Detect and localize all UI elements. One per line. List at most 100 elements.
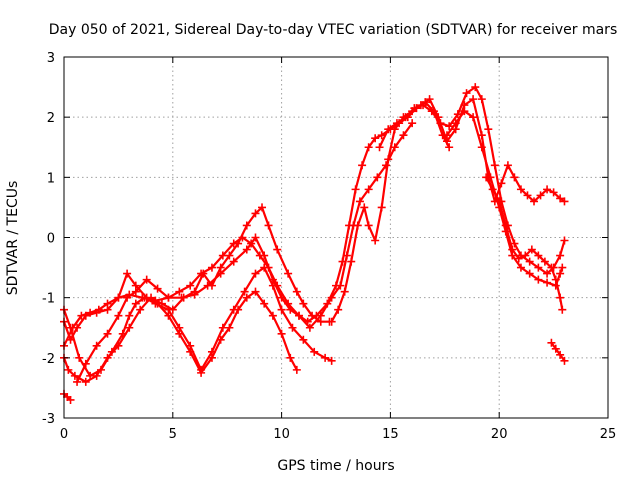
data-point <box>292 365 301 374</box>
data-point <box>551 275 560 284</box>
data-point <box>157 299 166 308</box>
data-point <box>103 329 112 338</box>
series-track-4 <box>73 119 417 386</box>
data-point <box>197 368 206 377</box>
data-point <box>338 257 347 266</box>
data-point <box>375 143 384 152</box>
data-point <box>277 329 286 338</box>
data-point <box>345 221 354 230</box>
data-point <box>419 101 428 110</box>
data-point <box>142 275 151 284</box>
grid-lines <box>64 57 608 418</box>
data-point <box>203 281 212 290</box>
data-point <box>77 311 86 320</box>
data-point <box>277 293 286 302</box>
data-point <box>260 299 269 308</box>
data-point <box>73 377 82 386</box>
data-point <box>321 353 330 362</box>
x-axis-label: GPS time / hours <box>277 458 394 474</box>
y-tick-label: 2 <box>47 111 55 126</box>
data-point <box>534 263 543 272</box>
data-point <box>288 323 297 332</box>
data-point <box>251 209 260 218</box>
data-point <box>534 251 543 260</box>
data-point <box>68 323 77 332</box>
data-point <box>242 293 251 302</box>
data-point <box>525 269 534 278</box>
series-line <box>330 98 566 323</box>
data-point <box>436 119 445 128</box>
data-point <box>501 221 510 230</box>
x-tick-label: 10 <box>273 427 290 442</box>
data-point <box>218 251 227 260</box>
data-point <box>355 197 364 206</box>
data-point <box>543 269 552 278</box>
data-point <box>523 191 532 200</box>
data-point <box>495 197 504 206</box>
data-point <box>299 335 308 344</box>
series-line <box>378 86 566 275</box>
chart-title: Day 050 of 2021, Sidereal Day-to-day VTE… <box>49 22 617 38</box>
axis-ticks: 0 5 10 15 20 25 -3 -2 -1 0 1 2 3 <box>42 51 616 442</box>
data-point <box>207 353 216 362</box>
data-point <box>469 113 478 122</box>
data-point <box>81 359 90 368</box>
data-point <box>510 173 519 182</box>
data-point <box>425 95 434 104</box>
data-point <box>305 323 314 332</box>
x-tick-label: 0 <box>60 427 68 442</box>
data-point <box>234 305 243 314</box>
data-point <box>371 134 380 143</box>
data-point <box>151 296 160 305</box>
data-point <box>364 143 373 152</box>
data-point <box>477 95 486 104</box>
data-point <box>238 233 247 242</box>
data-point <box>334 305 343 314</box>
data-point <box>207 263 216 272</box>
data-point <box>64 365 73 374</box>
data-point <box>540 257 549 266</box>
data-point <box>560 356 569 365</box>
data-point <box>327 317 336 326</box>
data-point <box>284 269 293 278</box>
data-point <box>521 251 530 260</box>
data-point <box>251 233 260 242</box>
data-point <box>186 347 195 356</box>
data-point <box>229 239 238 248</box>
data-point <box>225 323 234 332</box>
data-point <box>286 305 295 314</box>
data-point <box>484 125 493 134</box>
data-point <box>353 221 362 230</box>
data-point <box>556 194 565 203</box>
data-point <box>543 278 552 287</box>
series-track-8 <box>442 107 567 290</box>
data-point <box>547 263 556 272</box>
data-point <box>197 269 206 278</box>
data-point <box>136 305 145 314</box>
y-tick-label: -1 <box>42 292 55 307</box>
data-point <box>70 371 79 380</box>
y-tick-label: 1 <box>47 171 55 186</box>
data-point <box>530 197 539 206</box>
data-point <box>75 353 84 362</box>
data-point <box>549 188 558 197</box>
data-point <box>86 308 95 317</box>
data-point <box>92 371 101 380</box>
data-point <box>114 293 123 302</box>
data-point <box>177 293 186 302</box>
data-point <box>384 155 393 164</box>
data-point <box>377 203 386 212</box>
data-point <box>164 293 173 302</box>
data-point <box>547 338 556 347</box>
data-point <box>462 89 471 98</box>
x-tick-label: 20 <box>491 427 508 442</box>
data-point <box>251 269 260 278</box>
data-point <box>131 287 140 296</box>
data-point <box>560 236 569 245</box>
data-point <box>242 245 251 254</box>
x-tick-label: 5 <box>169 427 177 442</box>
data-point <box>543 185 552 194</box>
data-point <box>286 353 295 362</box>
series-track-9 <box>482 173 567 314</box>
data-point <box>410 104 419 113</box>
